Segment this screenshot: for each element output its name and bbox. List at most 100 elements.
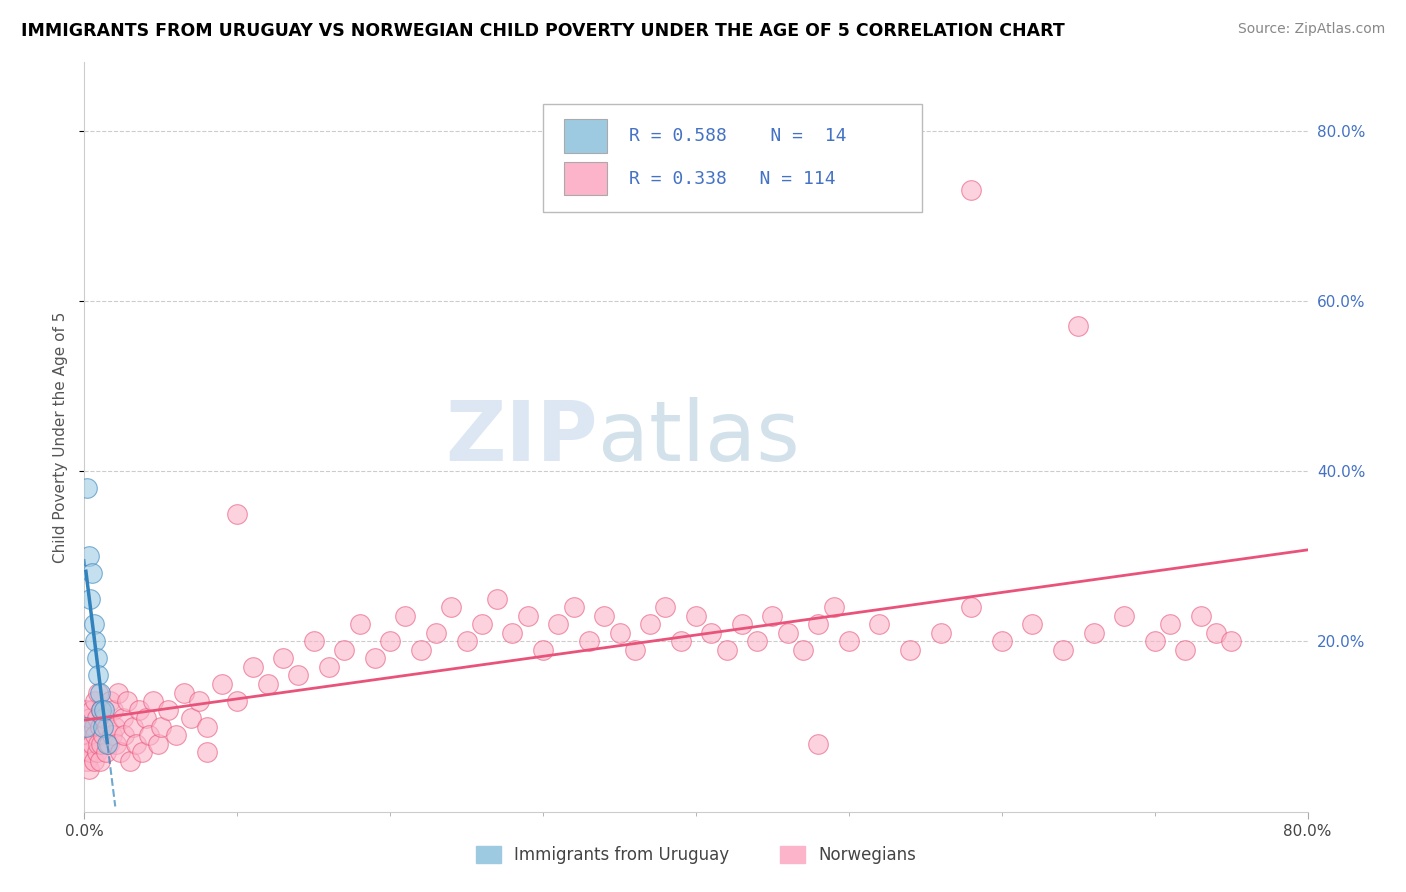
Point bbox=[146, 737, 169, 751]
Point bbox=[318, 660, 340, 674]
Point bbox=[89, 754, 111, 768]
Point bbox=[226, 694, 249, 708]
Point bbox=[120, 754, 142, 768]
Point bbox=[107, 685, 129, 699]
Point bbox=[1143, 634, 1166, 648]
Y-axis label: Child Poverty Under the Age of 5: Child Poverty Under the Age of 5 bbox=[53, 311, 69, 563]
Point bbox=[747, 634, 769, 648]
Point bbox=[333, 643, 356, 657]
Point bbox=[654, 600, 676, 615]
Text: atlas: atlas bbox=[598, 397, 800, 477]
Point bbox=[761, 608, 783, 623]
Point bbox=[440, 600, 463, 615]
Point bbox=[91, 720, 114, 734]
Point bbox=[94, 745, 117, 759]
Point bbox=[547, 617, 569, 632]
Point bbox=[173, 685, 195, 699]
Point bbox=[76, 720, 98, 734]
Point bbox=[1114, 608, 1136, 623]
Point bbox=[76, 754, 98, 768]
Point bbox=[115, 694, 138, 708]
Point bbox=[86, 711, 108, 725]
Point bbox=[105, 737, 128, 751]
Point bbox=[87, 685, 110, 699]
Point bbox=[425, 626, 447, 640]
Point bbox=[188, 694, 211, 708]
Point bbox=[869, 617, 891, 632]
Point bbox=[86, 745, 108, 759]
Point bbox=[516, 608, 538, 623]
Point bbox=[84, 728, 107, 742]
Point bbox=[486, 591, 509, 606]
Point bbox=[1052, 643, 1074, 657]
Point bbox=[142, 694, 165, 708]
Point bbox=[776, 626, 799, 640]
Point bbox=[157, 702, 180, 716]
Point bbox=[257, 677, 280, 691]
Point bbox=[96, 737, 118, 751]
Point bbox=[75, 720, 97, 734]
Point bbox=[1159, 617, 1181, 632]
Point bbox=[593, 608, 616, 623]
Point bbox=[79, 711, 101, 725]
Point bbox=[76, 481, 98, 495]
Point bbox=[104, 720, 127, 734]
Point bbox=[122, 720, 145, 734]
Point bbox=[77, 549, 100, 564]
Point bbox=[471, 617, 494, 632]
Point bbox=[271, 651, 294, 665]
Point bbox=[97, 737, 120, 751]
Point bbox=[242, 660, 264, 674]
Point bbox=[211, 677, 233, 691]
Point bbox=[87, 737, 110, 751]
Text: R = 0.338   N = 114: R = 0.338 N = 114 bbox=[628, 169, 835, 187]
Point bbox=[149, 720, 172, 734]
Point bbox=[112, 728, 135, 742]
Point bbox=[86, 651, 108, 665]
Point bbox=[349, 617, 371, 632]
Point bbox=[380, 634, 402, 648]
Point bbox=[80, 702, 103, 716]
Point bbox=[83, 720, 105, 734]
Point bbox=[1083, 626, 1105, 640]
FancyBboxPatch shape bbox=[564, 119, 606, 153]
Point bbox=[960, 183, 983, 197]
Point bbox=[1021, 617, 1043, 632]
Point bbox=[991, 634, 1014, 648]
Point bbox=[131, 745, 153, 759]
Point bbox=[80, 737, 103, 751]
Point bbox=[83, 754, 105, 768]
Point bbox=[700, 626, 723, 640]
Point bbox=[562, 600, 585, 615]
Point bbox=[79, 745, 101, 759]
Point bbox=[138, 728, 160, 742]
Text: R = 0.588    N =  14: R = 0.588 N = 14 bbox=[628, 127, 846, 145]
Point bbox=[838, 634, 860, 648]
Point bbox=[84, 694, 107, 708]
Point bbox=[669, 634, 692, 648]
Point bbox=[609, 626, 631, 640]
Point bbox=[79, 591, 101, 606]
Point bbox=[80, 566, 103, 581]
Text: IMMIGRANTS FROM URUGUAY VS NORWEGIAN CHILD POVERTY UNDER THE AGE OF 5 CORRELATIO: IMMIGRANTS FROM URUGUAY VS NORWEGIAN CHI… bbox=[21, 22, 1064, 40]
Point bbox=[792, 643, 814, 657]
Point bbox=[807, 737, 830, 751]
Point bbox=[93, 702, 115, 716]
Point bbox=[960, 600, 983, 615]
Point bbox=[716, 643, 738, 657]
Point bbox=[287, 668, 309, 682]
Point bbox=[77, 762, 100, 776]
Point bbox=[101, 728, 124, 742]
Legend: Immigrants from Uruguay, Norwegians: Immigrants from Uruguay, Norwegians bbox=[470, 839, 922, 871]
Point bbox=[624, 643, 647, 657]
Point bbox=[364, 651, 387, 665]
Point bbox=[90, 702, 112, 716]
Point bbox=[90, 702, 112, 716]
Point bbox=[84, 634, 107, 648]
Point bbox=[502, 626, 524, 640]
Point bbox=[898, 643, 921, 657]
Point bbox=[1189, 608, 1212, 623]
Point bbox=[90, 737, 112, 751]
Point bbox=[456, 634, 478, 648]
Point bbox=[108, 745, 131, 759]
